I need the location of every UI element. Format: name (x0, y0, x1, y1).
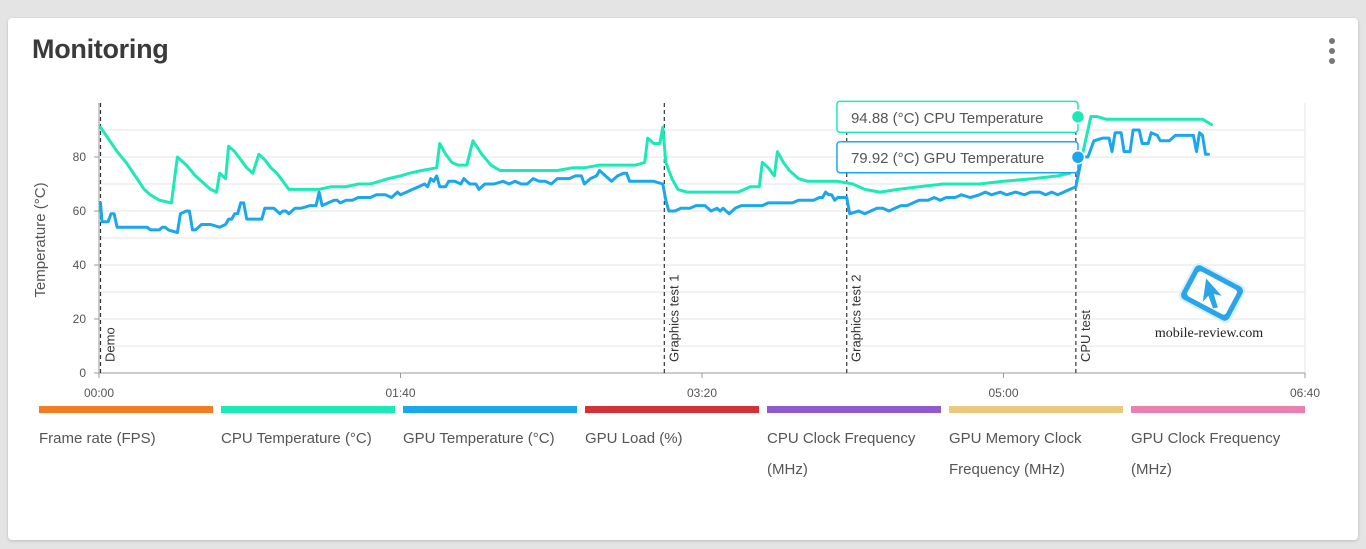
series-line (99, 115, 1213, 205)
y-tick-label: 60 (73, 204, 87, 218)
legend-swatch (585, 406, 759, 413)
x-tick-label: 03:20 (687, 386, 717, 400)
tooltip-point (1070, 109, 1086, 125)
marker-label: Graphics test 1 (666, 275, 681, 362)
watermark: mobile-review.com (1155, 262, 1263, 341)
legend-item[interactable]: CPU Temperature (°C) (221, 406, 395, 485)
legend-label: CPU Clock Frequency (MHz) (767, 430, 916, 478)
series-lines (99, 115, 1213, 235)
legend-item[interactable]: Frame rate (FPS) (39, 406, 213, 485)
marker-label: CPU test (1078, 310, 1093, 362)
legend-swatch (221, 406, 395, 413)
y-tick-label: 40 (73, 258, 87, 272)
legend-label: Frame rate (FPS) (39, 430, 156, 447)
legend-swatch (403, 406, 577, 413)
legend-item[interactable]: GPU Load (%) (585, 406, 759, 485)
legend-swatch (39, 406, 213, 413)
test-markers: Demo Graphics test 1 Graphics test 2 CPU te… (99, 103, 1093, 373)
grid-lines (99, 103, 1306, 373)
tooltip-text: 79.92 (°C) GPU Temperature (851, 150, 1044, 167)
legend-label: GPU Load (%) (585, 430, 683, 447)
legend-item[interactable]: CPU Clock Frequency (MHz) (767, 406, 941, 485)
tooltip-entry: 79.92 (°C) GPU Temperature (836, 140, 1086, 174)
tooltip-text: 94.88 (°C) CPU Temperature (851, 110, 1043, 127)
legend-label: GPU Clock Frequency (MHz) (1131, 430, 1281, 478)
legend-item[interactable]: GPU Memory Clock Frequency (MHz) (949, 406, 1123, 485)
legend-item[interactable]: GPU Clock Frequency (MHz) (1131, 406, 1305, 485)
kebab-menu-icon[interactable] (1324, 38, 1340, 64)
legend-label: CPU Temperature (°C) (221, 430, 372, 447)
tooltip-point (1070, 149, 1086, 165)
tooltip-entry: 94.88 (°C) CPU Temperature (836, 100, 1086, 134)
x-tick-label: 00:00 (84, 386, 114, 400)
legend-swatch (1131, 406, 1305, 413)
axes: 0 20 40 60 80 00:00 01:40 03:20 05:00 06:40 Temper… (32, 103, 1320, 400)
mobile-review-logo-icon (1178, 262, 1246, 324)
y-tick-label: 20 (73, 312, 87, 326)
monitoring-card: Monitoring (8, 18, 1358, 540)
legend-label: GPU Temperature (°C) (403, 430, 555, 447)
tooltip: 94.88 (°C) CPU Temperature 79.92 (°C) GPU… (836, 100, 1086, 174)
legend-swatch (949, 406, 1123, 413)
legend-swatch (767, 406, 941, 413)
series-line (99, 128, 1210, 235)
x-tick-label: 05:00 (988, 386, 1018, 400)
watermark-text: mobile-review.com (1155, 326, 1263, 341)
marker-label: Graphics test 2 (849, 275, 864, 362)
y-axis-label: Temperature (°C) (32, 182, 49, 297)
card-title: Monitoring (32, 34, 169, 64)
legend-item[interactable]: GPU Temperature (°C) (403, 406, 577, 485)
marker-label: Demo (103, 327, 118, 362)
y-tick-label: 0 (79, 366, 86, 380)
x-tick-label: 01:40 (385, 386, 415, 400)
y-tick-label: 80 (73, 150, 87, 164)
legend-label: GPU Memory Clock Frequency (MHz) (949, 430, 1082, 478)
x-tick-label: 06:40 (1290, 386, 1320, 400)
chart-legend: Frame rate (FPS) CPU Temperature (°C) GPU … (39, 406, 1313, 485)
